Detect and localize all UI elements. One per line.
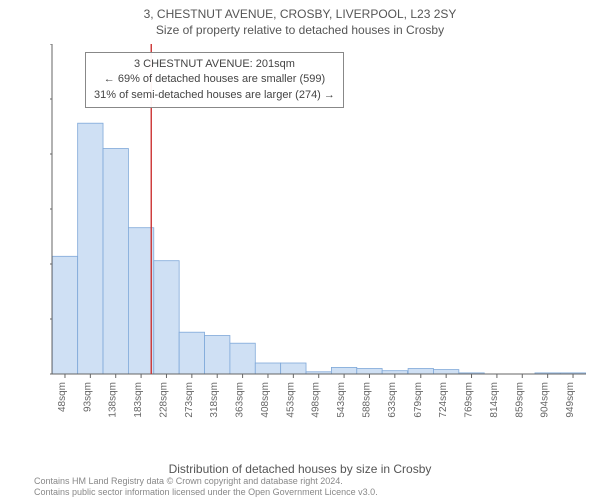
reference-callout: 3 CHESTNUT AVENUE: 201sqm ← 69% of detac… bbox=[85, 52, 344, 108]
svg-text:318sqm: 318sqm bbox=[209, 382, 220, 418]
histogram-bar bbox=[103, 149, 128, 375]
svg-text:273sqm: 273sqm bbox=[184, 382, 195, 418]
histogram-bar bbox=[281, 363, 306, 374]
chart-title-sub: Size of property relative to detached ho… bbox=[0, 21, 600, 37]
footer-line-2: Contains public sector information licen… bbox=[34, 487, 378, 498]
svg-text:228sqm: 228sqm bbox=[158, 382, 169, 418]
svg-text:138sqm: 138sqm bbox=[108, 382, 119, 418]
svg-text:904sqm: 904sqm bbox=[540, 382, 551, 418]
histogram-bar bbox=[433, 370, 458, 374]
svg-text:93sqm: 93sqm bbox=[82, 382, 93, 412]
svg-text:859sqm: 859sqm bbox=[514, 382, 525, 418]
svg-text:588sqm: 588sqm bbox=[361, 382, 372, 418]
svg-text:949sqm: 949sqm bbox=[565, 382, 576, 418]
svg-text:814sqm: 814sqm bbox=[489, 382, 500, 418]
svg-text:543sqm: 543sqm bbox=[336, 382, 347, 418]
callout-line-1: 3 CHESTNUT AVENUE: 201sqm bbox=[94, 57, 335, 72]
histogram-bar bbox=[255, 363, 280, 374]
histogram-bar bbox=[408, 369, 433, 375]
histogram-bar bbox=[331, 367, 356, 374]
svg-text:498sqm: 498sqm bbox=[311, 382, 322, 418]
svg-text:408sqm: 408sqm bbox=[260, 382, 271, 418]
histogram-bar bbox=[128, 228, 153, 374]
histogram-bar bbox=[230, 343, 255, 374]
svg-text:769sqm: 769sqm bbox=[464, 382, 475, 418]
histogram-bar bbox=[179, 332, 204, 374]
x-axis-label: Distribution of detached houses by size … bbox=[0, 462, 600, 476]
svg-text:453sqm: 453sqm bbox=[285, 382, 296, 418]
histogram-bar bbox=[78, 123, 103, 374]
footer-line-1: Contains HM Land Registry data © Crown c… bbox=[34, 476, 378, 487]
histogram-bar bbox=[154, 261, 179, 374]
svg-text:633sqm: 633sqm bbox=[387, 382, 398, 418]
svg-text:363sqm: 363sqm bbox=[235, 382, 246, 418]
histogram-bar bbox=[357, 369, 382, 375]
callout-line-3: 31% of semi-detached houses are larger (… bbox=[94, 88, 335, 103]
callout-line-2: ← 69% of detached houses are smaller (59… bbox=[94, 72, 335, 87]
svg-text:183sqm: 183sqm bbox=[133, 382, 144, 418]
svg-text:724sqm: 724sqm bbox=[438, 382, 449, 418]
svg-text:48sqm: 48sqm bbox=[57, 382, 68, 412]
svg-text:679sqm: 679sqm bbox=[413, 382, 424, 418]
chart-title-main: 3, CHESTNUT AVENUE, CROSBY, LIVERPOOL, L… bbox=[0, 0, 600, 21]
histogram-bar bbox=[205, 336, 230, 375]
footer-attribution: Contains HM Land Registry data © Crown c… bbox=[34, 476, 378, 499]
histogram-bar bbox=[52, 256, 77, 374]
